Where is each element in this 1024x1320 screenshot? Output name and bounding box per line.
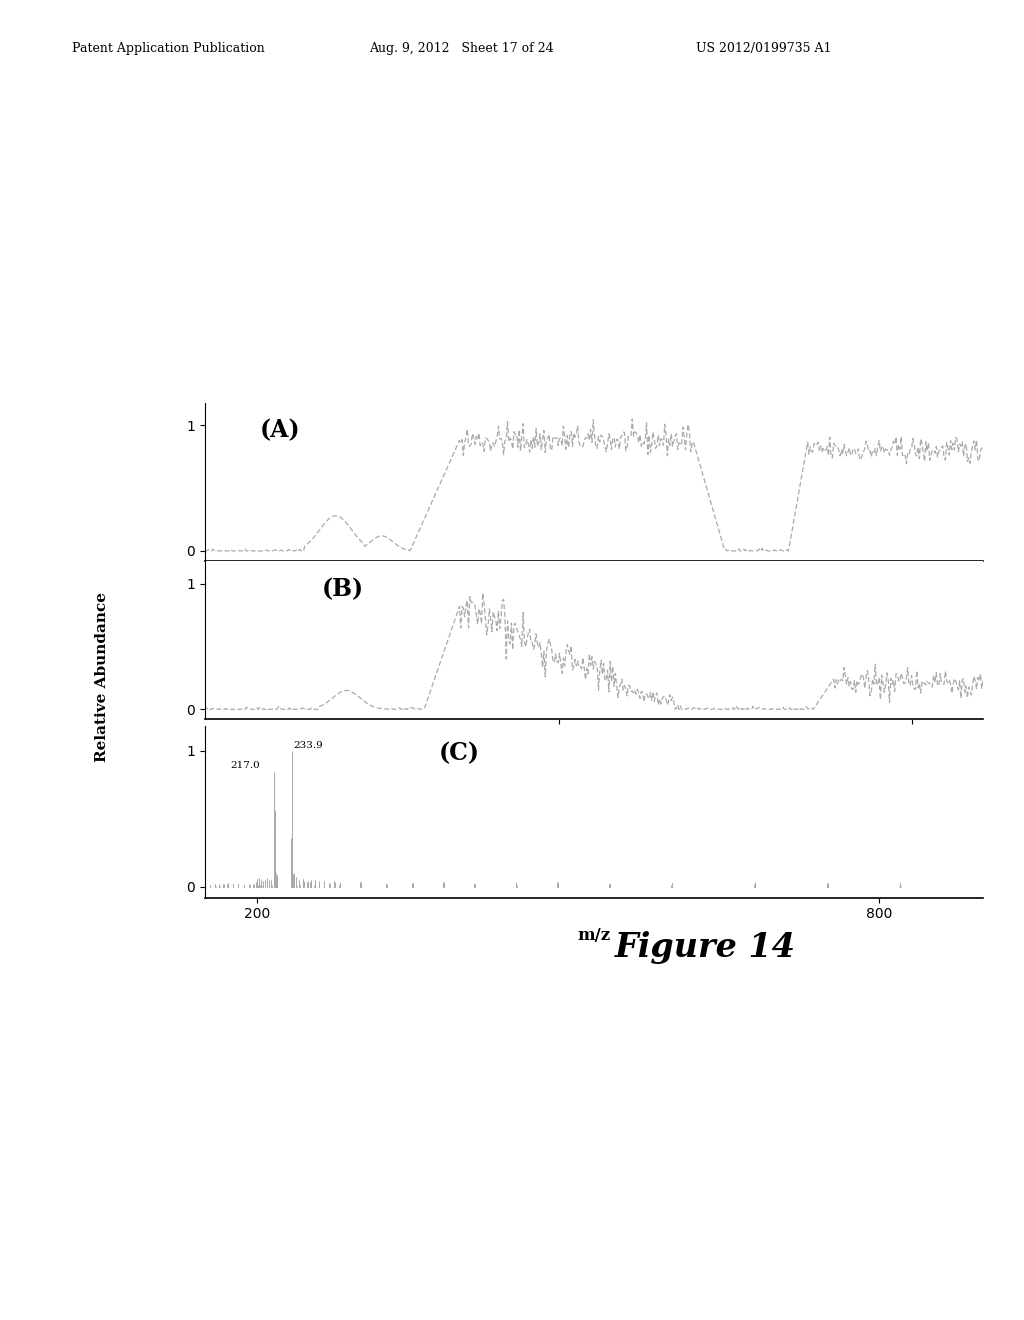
Text: Relative Abundance: Relative Abundance — [95, 593, 110, 762]
Text: (A): (A) — [259, 418, 300, 442]
Text: US 2012/0199735 A1: US 2012/0199735 A1 — [696, 42, 831, 55]
Text: 233.9: 233.9 — [293, 741, 323, 750]
Text: Patent Application Publication: Patent Application Publication — [72, 42, 264, 55]
Text: 217.0: 217.0 — [230, 762, 260, 770]
Text: (B): (B) — [322, 577, 364, 601]
Text: Figure 14: Figure 14 — [614, 931, 796, 964]
X-axis label: Time (Minutes): Time (Minutes) — [521, 748, 667, 766]
Text: Aug. 9, 2012   Sheet 17 of 24: Aug. 9, 2012 Sheet 17 of 24 — [369, 42, 553, 55]
X-axis label: m/z: m/z — [578, 927, 610, 944]
Text: (C): (C) — [438, 742, 479, 766]
